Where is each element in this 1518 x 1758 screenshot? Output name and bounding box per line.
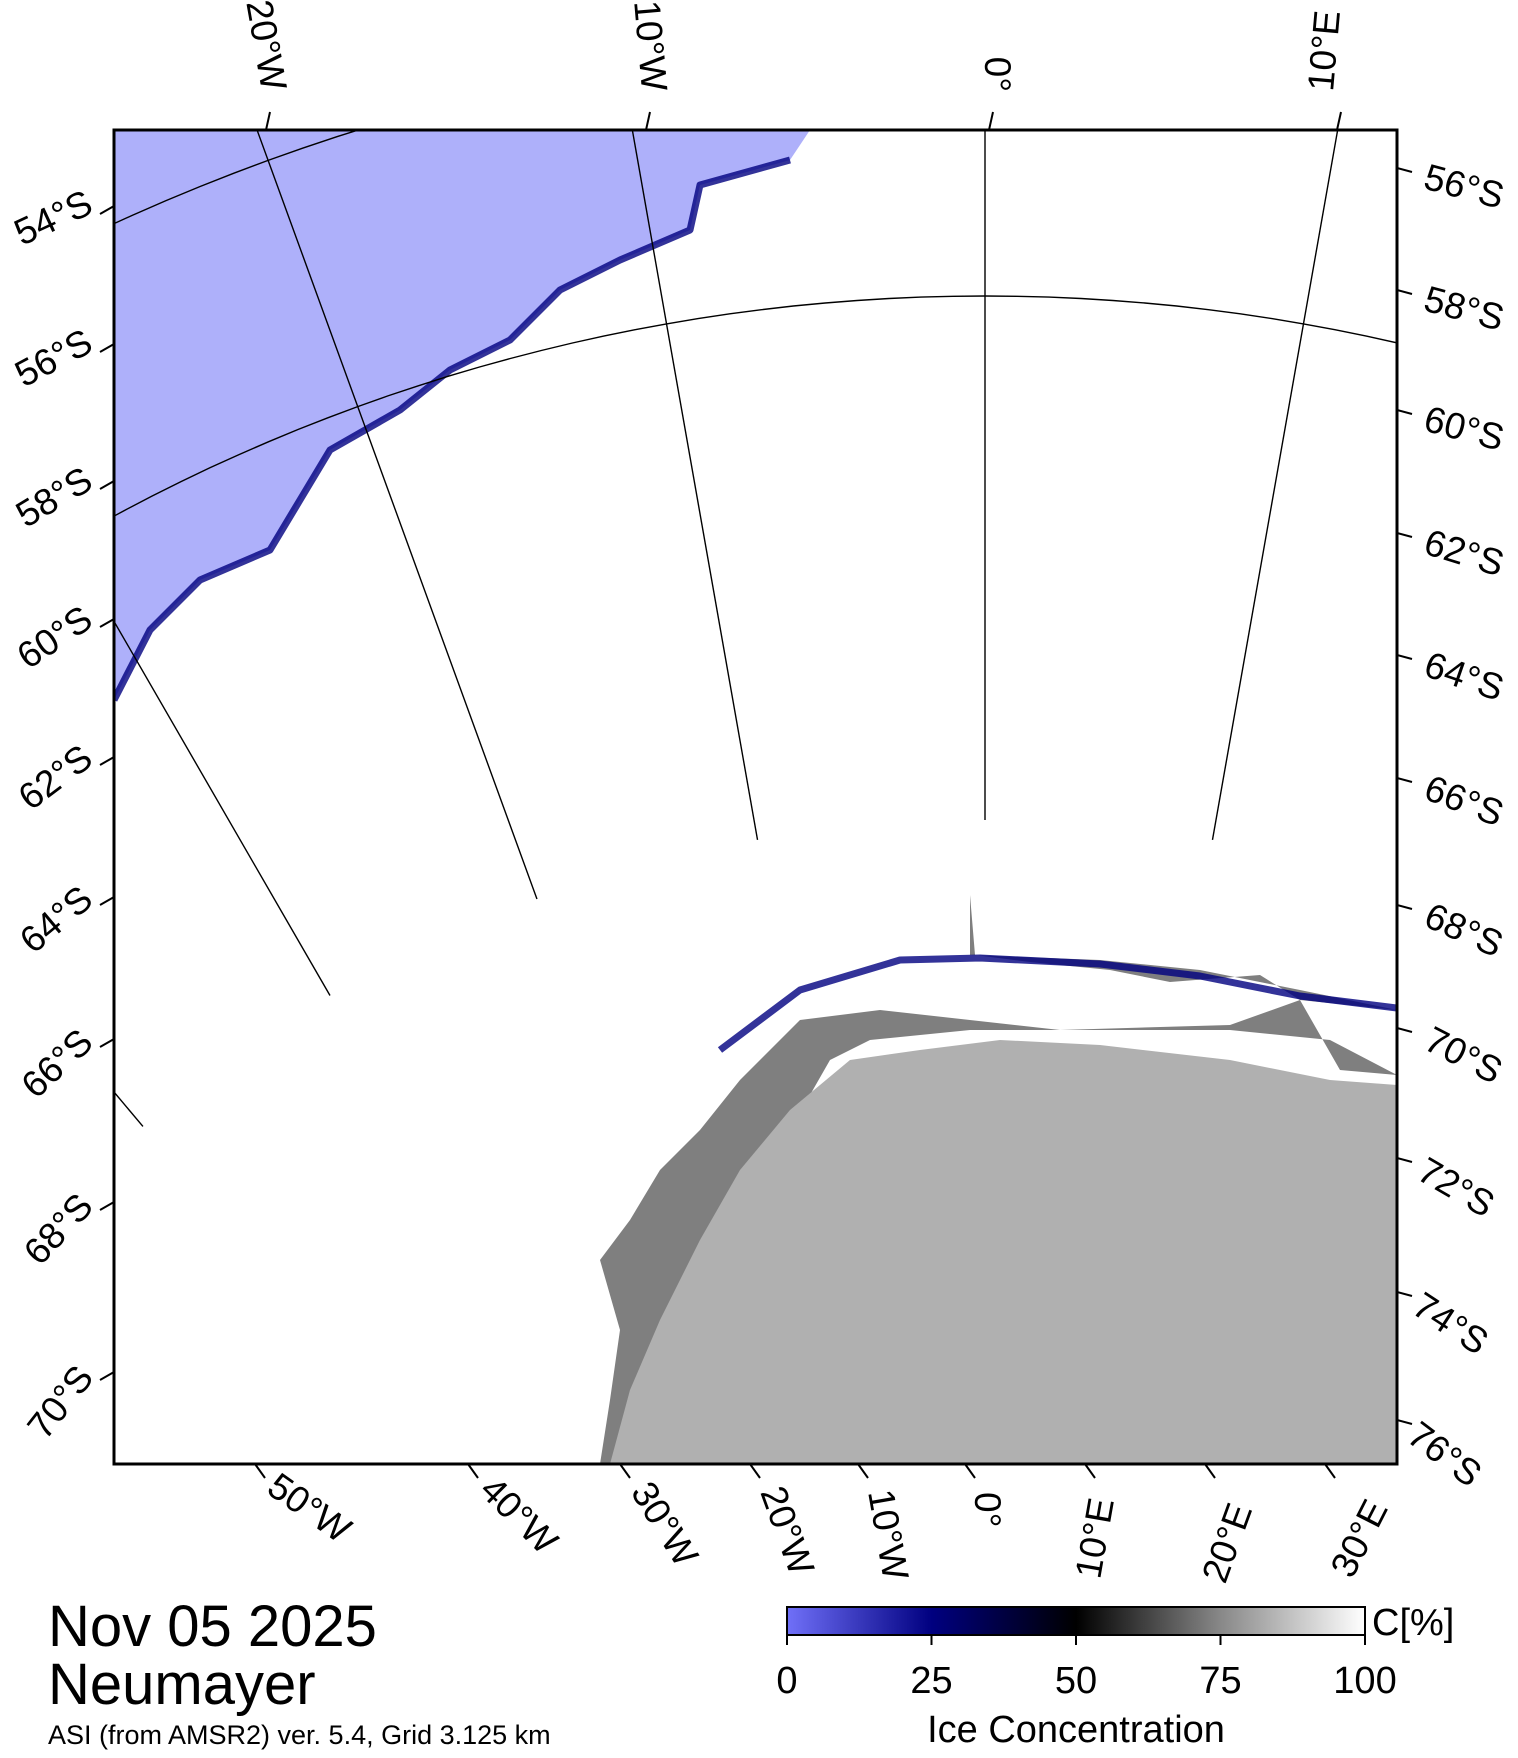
lon-label-bottom: 50°W: [260, 1465, 358, 1551]
lat-label-left: 58°S: [9, 459, 99, 536]
frame-tick: [1396, 1419, 1413, 1425]
lat-label-right: 66°S: [1419, 767, 1509, 834]
lon-label-bottom: 20°W: [752, 1481, 822, 1580]
frame-tick: [1396, 654, 1413, 660]
right-latitude-labels: 56°S 58°S 60°S 62°S 64°S 66°S 68°S 70°S …: [1400, 156, 1509, 1495]
frame-tick: [1396, 409, 1413, 415]
ice-shelf: [600, 895, 1397, 1464]
lon-label-bottom: 10°E: [1068, 1495, 1122, 1582]
lat-label-right: 62°S: [1420, 521, 1509, 584]
lon-label-top: 0°: [977, 57, 1018, 92]
frame-tick: [254, 1463, 266, 1479]
frame-tick: [964, 1463, 976, 1479]
frame-tick: [645, 111, 651, 131]
lat-label-left: 68°S: [16, 1185, 101, 1272]
colorbar-title: Ice Concentration: [927, 1709, 1225, 1751]
lon-label-bottom: 30°W: [623, 1475, 706, 1574]
frame-tick: [1084, 1463, 1096, 1479]
map-date: Nov 05 2025: [48, 1594, 377, 1659]
graticule-meridian: [631, 130, 759, 841]
ice-edge-band: [717, 954, 1397, 1053]
ice-edge-band: [114, 156, 791, 702]
frame-tick: [1396, 167, 1413, 173]
colorbar: C[%] 0 25 50 75 100 Ice Concentration: [776, 1602, 1454, 1751]
lat-label-left: 56°S: [8, 321, 98, 395]
lat-label-right: 70°S: [1418, 1019, 1508, 1092]
frame-tick: [99, 756, 115, 766]
frame-tick: [749, 1463, 761, 1479]
frame-tick: [988, 111, 994, 131]
graticule-meridian: [1211, 130, 1339, 841]
frame-tick: [1396, 904, 1413, 910]
lat-label-left: 62°S: [11, 737, 100, 818]
frame-tick: [99, 618, 115, 628]
colorbar-gradient: [786, 1606, 1366, 1636]
lat-label-left: 64°S: [12, 878, 100, 961]
frame-tick: [99, 896, 115, 906]
lat-label-left: 54°S: [8, 182, 98, 253]
lat-label-right: 56°S: [1420, 156, 1509, 216]
lat-label-right: 64°S: [1419, 644, 1509, 709]
frame-tick: [1204, 1463, 1216, 1479]
lat-label-right: 60°S: [1420, 398, 1509, 458]
lon-label-bottom: 10°W: [860, 1486, 916, 1583]
frame-tick: [1396, 289, 1413, 295]
region-name: Neumayer: [48, 1652, 316, 1717]
lat-label-right: 72°S: [1411, 1149, 1501, 1225]
lon-label-bottom: 30°E: [1323, 1493, 1396, 1583]
top-longitude-labels: 20°W 10°W 0° 10°E: [238, 0, 1348, 93]
lon-label-bottom: 40°W: [472, 1469, 565, 1562]
colorbar-tick-label: 0: [776, 1660, 797, 1702]
colorbar-tick-label: 25: [910, 1660, 952, 1702]
lat-label-left: 70°S: [19, 1358, 101, 1447]
antarctic-land: [610, 1040, 1397, 1464]
lon-label-top: 10°E: [1300, 9, 1348, 93]
frame-tick: [1396, 1157, 1413, 1163]
frame-tick: [1336, 111, 1342, 131]
left-latitude-labels: 54°S 56°S 58°S 60°S 62°S 64°S 66°S 68°S …: [8, 182, 101, 1446]
lat-label-left: 66°S: [14, 1021, 101, 1106]
frame-tick: [99, 1201, 115, 1211]
colorbar-tick-label: 75: [1199, 1660, 1241, 1702]
lat-label-right: 76°S: [1400, 1414, 1489, 1495]
map-frame: [112, 128, 1399, 1466]
frame-tick: [99, 343, 115, 353]
frame-tick: [265, 111, 271, 131]
frame-tick: [1396, 1291, 1413, 1297]
bottom-longitude-labels: 50°W 40°W 30°W 20°W 10°W 0° 10°E 20°E 30…: [260, 1465, 1395, 1588]
frame-tick: [1396, 777, 1413, 783]
frame-tick: [99, 1038, 115, 1048]
lon-label-top: 10°W: [626, 0, 675, 93]
lat-label-right: 74°S: [1406, 1284, 1496, 1362]
lon-label-bottom: 20°E: [1194, 1498, 1260, 1588]
lon-label-bottom: 0°: [967, 1492, 1008, 1527]
frame-tick: [1396, 532, 1413, 538]
frame-tick: [467, 1463, 479, 1479]
lon-label-top: 20°W: [238, 0, 294, 93]
frame-tick: [99, 480, 115, 490]
lat-label-right: 58°S: [1420, 278, 1509, 338]
frame-tick: [857, 1463, 869, 1479]
frame-tick: [1396, 1027, 1413, 1033]
colorbar-tick-label: 100: [1333, 1660, 1396, 1702]
frame-ticks: [99, 111, 1413, 1479]
graticule-meridian: [256, 130, 538, 900]
colorbar-tick-label: 50: [1055, 1660, 1097, 1702]
colorbar-unit: C[%]: [1372, 1602, 1454, 1644]
frame-tick: [99, 205, 115, 215]
open-water: [114, 130, 810, 700]
frame-tick: [1324, 1463, 1336, 1479]
frame-tick: [99, 1371, 115, 1381]
product-info: ASI (from AMSR2) ver. 5.4, Grid 3.125 km: [48, 1720, 551, 1750]
lat-label-right: 68°S: [1419, 895, 1509, 965]
frame-tick: [619, 1463, 631, 1479]
lat-label-left: 60°S: [10, 598, 100, 677]
